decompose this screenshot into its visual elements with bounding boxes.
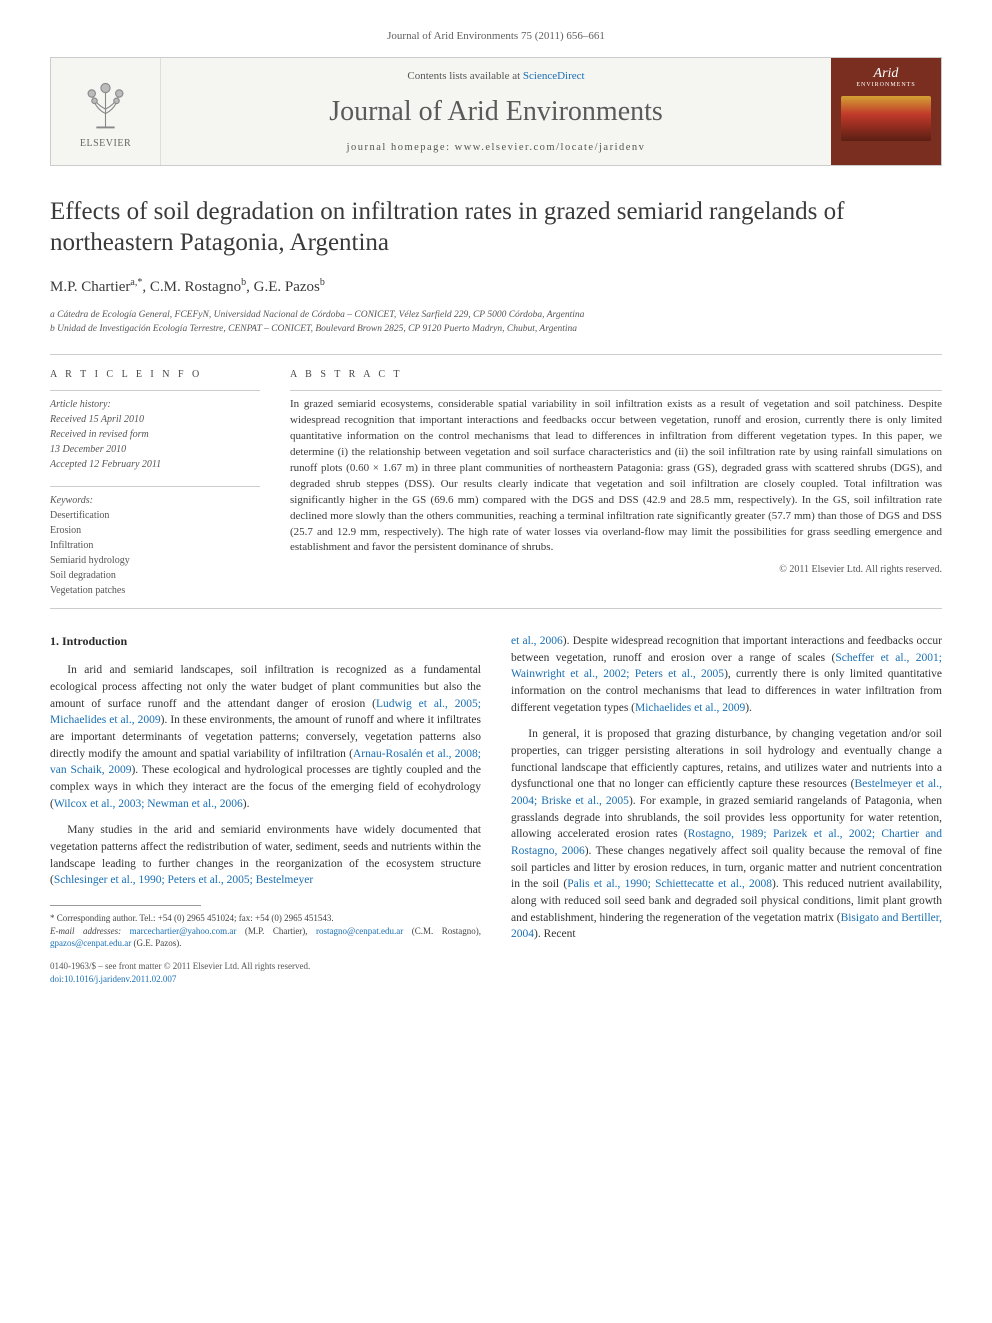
cover-title: Arid bbox=[874, 66, 899, 82]
affiliations: a Cátedra de Ecología General, FCEFyN, U… bbox=[50, 308, 942, 337]
article-info-column: A R T I C L E I N F O Article history: R… bbox=[50, 369, 260, 598]
keyword-item: Desertification bbox=[50, 508, 260, 523]
doi-link[interactable]: doi:10.1016/j.jaridenv.2011.02.007 bbox=[50, 973, 481, 986]
divider bbox=[50, 608, 942, 609]
journal-homepage-line: journal homepage: www.elsevier.com/locat… bbox=[171, 142, 821, 153]
email-link[interactable]: rostagno@cenpat.edu.ar bbox=[316, 926, 403, 936]
history-label: Article history: bbox=[50, 397, 260, 412]
text-run: ). bbox=[243, 798, 250, 810]
author-1-affil: a,* bbox=[130, 277, 142, 288]
masthead-center: Contents lists available at ScienceDirec… bbox=[161, 58, 831, 165]
publisher-label: ELSEVIER bbox=[80, 138, 131, 149]
corresponding-author-note: * Corresponding author. Tel.: +54 (0) 29… bbox=[50, 912, 481, 925]
history-revised-date: 13 December 2010 bbox=[50, 442, 260, 457]
divider bbox=[50, 354, 942, 355]
left-column: 1. Introduction In arid and semiarid lan… bbox=[50, 633, 481, 985]
info-abstract-row: A R T I C L E I N F O Article history: R… bbox=[50, 369, 942, 598]
authors-line: M.P. Chartiera,*, C.M. Rostagnob, G.E. P… bbox=[50, 277, 942, 296]
cover-map-graphic bbox=[841, 96, 931, 141]
abstract-text: In grazed semiarid ecosystems, considera… bbox=[290, 390, 942, 556]
keyword-item: Infiltration bbox=[50, 538, 260, 553]
email-label: E-mail addresses: bbox=[50, 926, 121, 936]
author-2: C.M. Rostagno bbox=[150, 279, 241, 295]
article-title: Effects of soil degradation on infiltrat… bbox=[50, 196, 942, 259]
sciencedirect-link[interactable]: ScienceDirect bbox=[523, 70, 585, 82]
abstract-copyright: © 2011 Elsevier Ltd. All rights reserved… bbox=[290, 564, 942, 575]
history-received: Received 15 April 2010 bbox=[50, 412, 260, 427]
paragraph: In arid and semiarid landscapes, soil in… bbox=[50, 662, 481, 812]
contents-available-line: Contents lists available at ScienceDirec… bbox=[171, 70, 821, 82]
keywords-block: Keywords: Desertification Erosion Infilt… bbox=[50, 486, 260, 598]
journal-cover-thumb: Arid ENVIRONMENTS bbox=[831, 58, 941, 165]
homepage-prefix: journal homepage: bbox=[347, 142, 455, 153]
abstract-column: A B S T R A C T In grazed semiarid ecosy… bbox=[290, 369, 942, 598]
citation-link[interactable]: Michaelides et al., 2009 bbox=[635, 702, 745, 714]
header-citation: Journal of Arid Environments 75 (2011) 6… bbox=[50, 30, 942, 42]
journal-name: Journal of Arid Environments bbox=[171, 96, 821, 128]
issn-copyright-line: 0140-1963/$ – see front matter © 2011 El… bbox=[50, 960, 481, 973]
journal-masthead: ELSEVIER Contents lists available at Sci… bbox=[50, 57, 942, 166]
keyword-item: Vegetation patches bbox=[50, 583, 260, 598]
section-heading-intro: 1. Introduction bbox=[50, 633, 481, 650]
body-two-columns: 1. Introduction In arid and semiarid lan… bbox=[50, 633, 942, 985]
citation-link[interactable]: Schlesinger et al., 1990; Peters et al.,… bbox=[54, 874, 313, 886]
keyword-item: Semiarid hydrology bbox=[50, 553, 260, 568]
affiliation-b: b Unidad de Investigación Ecología Terre… bbox=[50, 322, 942, 336]
email-link[interactable]: marcechartier@yahoo.com.ar bbox=[130, 926, 237, 936]
right-column: et al., 2006). Despite widespread recogn… bbox=[511, 633, 942, 985]
footnote-separator bbox=[50, 905, 201, 906]
email-owner: (M.P. Chartier), bbox=[236, 926, 316, 936]
history-revised-label: Received in revised form bbox=[50, 427, 260, 442]
footnotes: * Corresponding author. Tel.: +54 (0) 29… bbox=[50, 912, 481, 950]
abstract-label: A B S T R A C T bbox=[290, 369, 942, 380]
keyword-item: Soil degradation bbox=[50, 568, 260, 583]
keyword-item: Erosion bbox=[50, 523, 260, 538]
citation-link[interactable]: Wilcox et al., 2003; Newman et al., 2006 bbox=[54, 798, 243, 810]
contents-prefix: Contents lists available at bbox=[407, 70, 522, 82]
text-run: ). Recent bbox=[534, 928, 576, 940]
paragraph: In general, it is proposed that grazing … bbox=[511, 726, 942, 943]
email-link[interactable]: gpazos@cenpat.edu.ar bbox=[50, 938, 131, 948]
keywords-label: Keywords: bbox=[50, 493, 260, 508]
author-1: M.P. Chartier bbox=[50, 279, 130, 295]
article-history: Article history: Received 15 April 2010 … bbox=[50, 390, 260, 472]
email-owner: (C.M. Rostagno), bbox=[403, 926, 481, 936]
publisher-logo-block: ELSEVIER bbox=[51, 58, 161, 165]
author-2-affil: b bbox=[241, 277, 246, 288]
elsevier-tree-icon bbox=[76, 74, 136, 134]
author-3: G.E. Pazos bbox=[254, 279, 320, 295]
text-run: ). bbox=[745, 702, 752, 714]
email-owner: (G.E. Pazos). bbox=[131, 938, 181, 948]
cover-subtitle: ENVIRONMENTS bbox=[856, 82, 915, 88]
history-accepted: Accepted 12 February 2011 bbox=[50, 457, 260, 472]
paragraph: Many studies in the arid and semiarid en… bbox=[50, 822, 481, 889]
paragraph: et al., 2006). Despite widespread recogn… bbox=[511, 633, 942, 716]
author-3-affil: b bbox=[320, 277, 325, 288]
email-addresses: E-mail addresses: marcechartier@yahoo.co… bbox=[50, 925, 481, 950]
citation-link[interactable]: et al., 2006 bbox=[511, 635, 563, 647]
citation-link[interactable]: Palis et al., 1990; Schiettecatte et al.… bbox=[567, 878, 772, 890]
affiliation-a: a Cátedra de Ecología General, FCEFyN, U… bbox=[50, 308, 942, 322]
footer-meta: 0140-1963/$ – see front matter © 2011 El… bbox=[50, 960, 481, 985]
article-info-label: A R T I C L E I N F O bbox=[50, 369, 260, 380]
homepage-url[interactable]: www.elsevier.com/locate/jaridenv bbox=[455, 142, 646, 153]
